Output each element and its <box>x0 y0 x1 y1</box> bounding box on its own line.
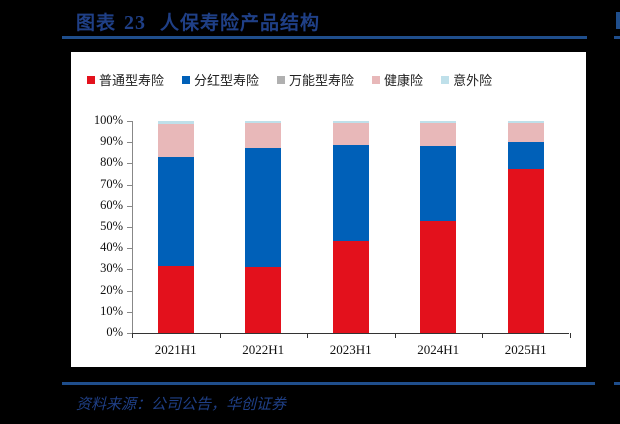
y-tick <box>127 227 132 228</box>
y-tick-label: 0% <box>106 325 123 339</box>
figure-number: 23 <box>124 12 147 34</box>
bar-segment <box>157 121 194 124</box>
bar-segment <box>245 121 282 123</box>
legend-item: 万能型寿险 <box>277 70 354 89</box>
x-tick <box>482 333 483 338</box>
top-divider <box>62 36 587 39</box>
y-tick-label: 50% <box>100 219 123 233</box>
x-tick-label: 2023H1 <box>329 342 372 357</box>
bar-segment <box>157 157 194 267</box>
source-note: 资料来源：公司公告，华创证券 <box>76 395 287 413</box>
bar-segment <box>507 122 544 142</box>
legend-swatch-icon <box>372 75 381 84</box>
y-tick <box>127 142 132 144</box>
y-tick-label: 10% <box>100 303 123 318</box>
legend-label: 普通型寿险 <box>99 74 165 89</box>
legend-label: 分红型寿险 <box>194 74 260 89</box>
x-axis <box>132 333 569 334</box>
bottom-divider <box>62 382 595 385</box>
x-tick-label: 2022H1 <box>242 342 285 357</box>
legend-swatch-icon <box>87 75 95 84</box>
x-tick <box>569 333 571 338</box>
bar-segment <box>245 122 282 148</box>
y-tick-label: 90% <box>100 134 123 149</box>
y-tick-label: 20% <box>100 282 123 297</box>
legend-swatch-icon <box>277 75 286 84</box>
y-tick-label: 80% <box>100 155 123 170</box>
y-tick <box>127 269 132 271</box>
chart-panel: 普通型寿险 分红型寿险 万能型寿险 健康险 意外险 0% 10% 20% 30% 40% 50% 6… <box>71 52 586 367</box>
y-tick <box>127 248 132 250</box>
figure-title: 图表 23 人保寿险产品结构 <box>76 8 320 35</box>
legend-item: 意外险 <box>441 70 492 89</box>
bar-segment <box>420 221 457 333</box>
y-tick-label: 30% <box>100 261 123 276</box>
bar-segment <box>245 147 282 268</box>
y-tick <box>127 121 132 122</box>
legend-swatch-icon <box>182 75 191 84</box>
legend-item: 分红型寿险 <box>182 70 259 89</box>
x-tick <box>132 333 133 338</box>
bar-segment <box>332 144 369 241</box>
stacked-bar <box>420 121 457 333</box>
stacked-bar <box>245 121 282 333</box>
legend-item: 健康险 <box>372 70 423 89</box>
bar-segment <box>507 168 544 333</box>
y-tick <box>127 205 132 207</box>
y-tick <box>127 184 132 186</box>
bar-segment <box>420 145 457 222</box>
y-tick <box>127 311 132 313</box>
bar-segment <box>157 266 194 333</box>
x-tick-label: 2024H1 <box>417 342 460 357</box>
legend-label: 意外险 <box>453 74 493 89</box>
bar-segment <box>332 122 369 145</box>
legend-label: 万能型寿险 <box>289 74 355 89</box>
bar-segment <box>332 241 369 333</box>
stacked-bar <box>332 121 369 333</box>
chart-legend: 普通型寿险 分红型寿险 万能型寿险 健康险 意外险 <box>87 70 510 89</box>
x-tick <box>219 333 221 338</box>
legend-item: 普通型寿险 <box>87 70 164 89</box>
figure-title-text: 人保寿险产品结构 <box>160 12 321 34</box>
legend-label: 健康险 <box>384 74 424 89</box>
x-tick <box>307 333 308 338</box>
bar-segment <box>420 121 457 123</box>
side-marker <box>616 12 620 29</box>
y-tick-label: 70% <box>100 176 123 191</box>
bar-segment <box>507 142 544 169</box>
bar-segment <box>420 122 457 146</box>
bottom-divider-right <box>614 382 620 385</box>
y-tick <box>127 163 132 165</box>
y-tick-label: 40% <box>100 240 123 255</box>
x-tick <box>394 333 396 338</box>
y-tick-label: 60% <box>100 197 123 212</box>
figure-label: 图表 <box>76 12 117 34</box>
y-tick <box>127 290 132 292</box>
stacked-bar <box>507 121 544 333</box>
legend-swatch-icon <box>441 75 450 84</box>
bar-segment <box>332 121 369 123</box>
y-axis <box>132 121 133 333</box>
top-divider-right <box>614 36 620 39</box>
y-tick <box>127 333 132 334</box>
stacked-bar <box>157 121 194 333</box>
x-tick-label: 2021H1 <box>154 342 197 357</box>
bar-segment <box>245 267 282 333</box>
bar-segment <box>507 121 544 123</box>
y-tick-label: 100% <box>93 113 123 127</box>
x-tick-label: 2025H1 <box>504 342 547 357</box>
bar-segment <box>157 124 194 158</box>
